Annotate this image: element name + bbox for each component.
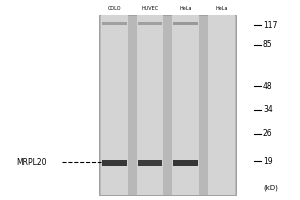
Text: HUVEC: HUVEC xyxy=(141,6,159,11)
Text: 19: 19 xyxy=(263,157,273,166)
Bar xyxy=(173,22,198,25)
Bar xyxy=(100,15,236,195)
Bar xyxy=(101,15,128,195)
Text: MRPL20: MRPL20 xyxy=(16,158,47,167)
Text: HeLa: HeLa xyxy=(215,6,228,11)
Text: COLO: COLO xyxy=(108,6,121,11)
Text: 117: 117 xyxy=(263,21,277,30)
Text: 85: 85 xyxy=(263,40,273,49)
Bar xyxy=(102,160,127,166)
Bar xyxy=(136,15,164,195)
Text: 48: 48 xyxy=(263,82,273,91)
Bar xyxy=(173,160,198,166)
Bar xyxy=(138,22,162,25)
Text: 34: 34 xyxy=(263,105,273,114)
Bar xyxy=(172,15,199,195)
Bar xyxy=(138,160,162,166)
Text: 26: 26 xyxy=(263,129,273,138)
Text: (kD): (kD) xyxy=(263,184,278,191)
Bar xyxy=(102,22,127,25)
Bar xyxy=(208,15,235,195)
Text: HeLa: HeLa xyxy=(179,6,192,11)
